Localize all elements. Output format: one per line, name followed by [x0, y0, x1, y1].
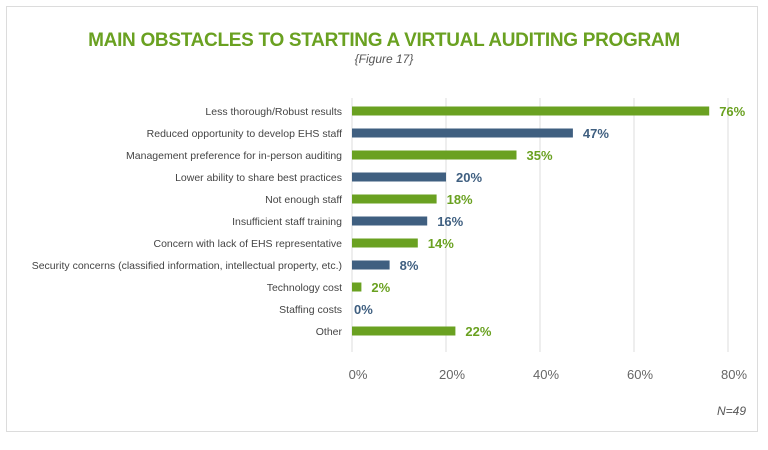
data-label: 16% — [437, 214, 463, 229]
category-label: Other — [316, 326, 343, 338]
x-tick-label: 60% — [627, 367, 653, 382]
bar — [352, 326, 456, 336]
x-tick-label: 40% — [533, 367, 559, 382]
bar — [352, 282, 362, 292]
data-label: 47% — [583, 126, 609, 141]
bar — [352, 106, 710, 116]
category-label: Not enough staff — [265, 194, 342, 206]
bar — [352, 128, 573, 138]
x-tick-label: 0% — [349, 367, 368, 382]
data-label: 20% — [456, 170, 482, 185]
bar — [352, 260, 390, 270]
data-label: 22% — [465, 324, 491, 339]
sample-size-note: N=49 — [716, 404, 746, 418]
bar — [352, 150, 517, 160]
bar — [352, 216, 428, 226]
data-label: 0% — [354, 302, 373, 317]
category-label: Insufficient staff training — [232, 216, 342, 228]
data-label: 8% — [400, 258, 419, 273]
category-label: Technology cost — [267, 282, 342, 294]
category-label: Staffing costs — [279, 304, 342, 316]
chart-frame — [6, 6, 758, 432]
bar — [352, 194, 437, 204]
category-label: Lower ability to share best practices — [175, 172, 342, 184]
x-tick-label: 80% — [721, 367, 747, 382]
data-label: 35% — [527, 148, 553, 163]
x-tick-label: 20% — [439, 367, 465, 382]
bar — [352, 172, 446, 182]
category-label: Reduced opportunity to develop EHS staff — [147, 128, 342, 140]
bar — [352, 238, 418, 248]
chart-subtitle: {Figure 17} — [354, 52, 414, 66]
category-label: Less thorough/Robust results — [205, 106, 342, 118]
data-label: 14% — [428, 236, 454, 251]
category-label: Concern with lack of EHS representative — [153, 238, 342, 250]
chart-title: MAIN OBSTACLES TO STARTING A VIRTUAL AUD… — [88, 30, 680, 51]
category-label: Security concerns (classified informatio… — [32, 260, 342, 272]
data-label: 76% — [719, 104, 745, 119]
category-label: Management preference for in-person audi… — [126, 150, 342, 162]
data-label: 2% — [371, 280, 390, 295]
data-label: 18% — [447, 192, 473, 207]
